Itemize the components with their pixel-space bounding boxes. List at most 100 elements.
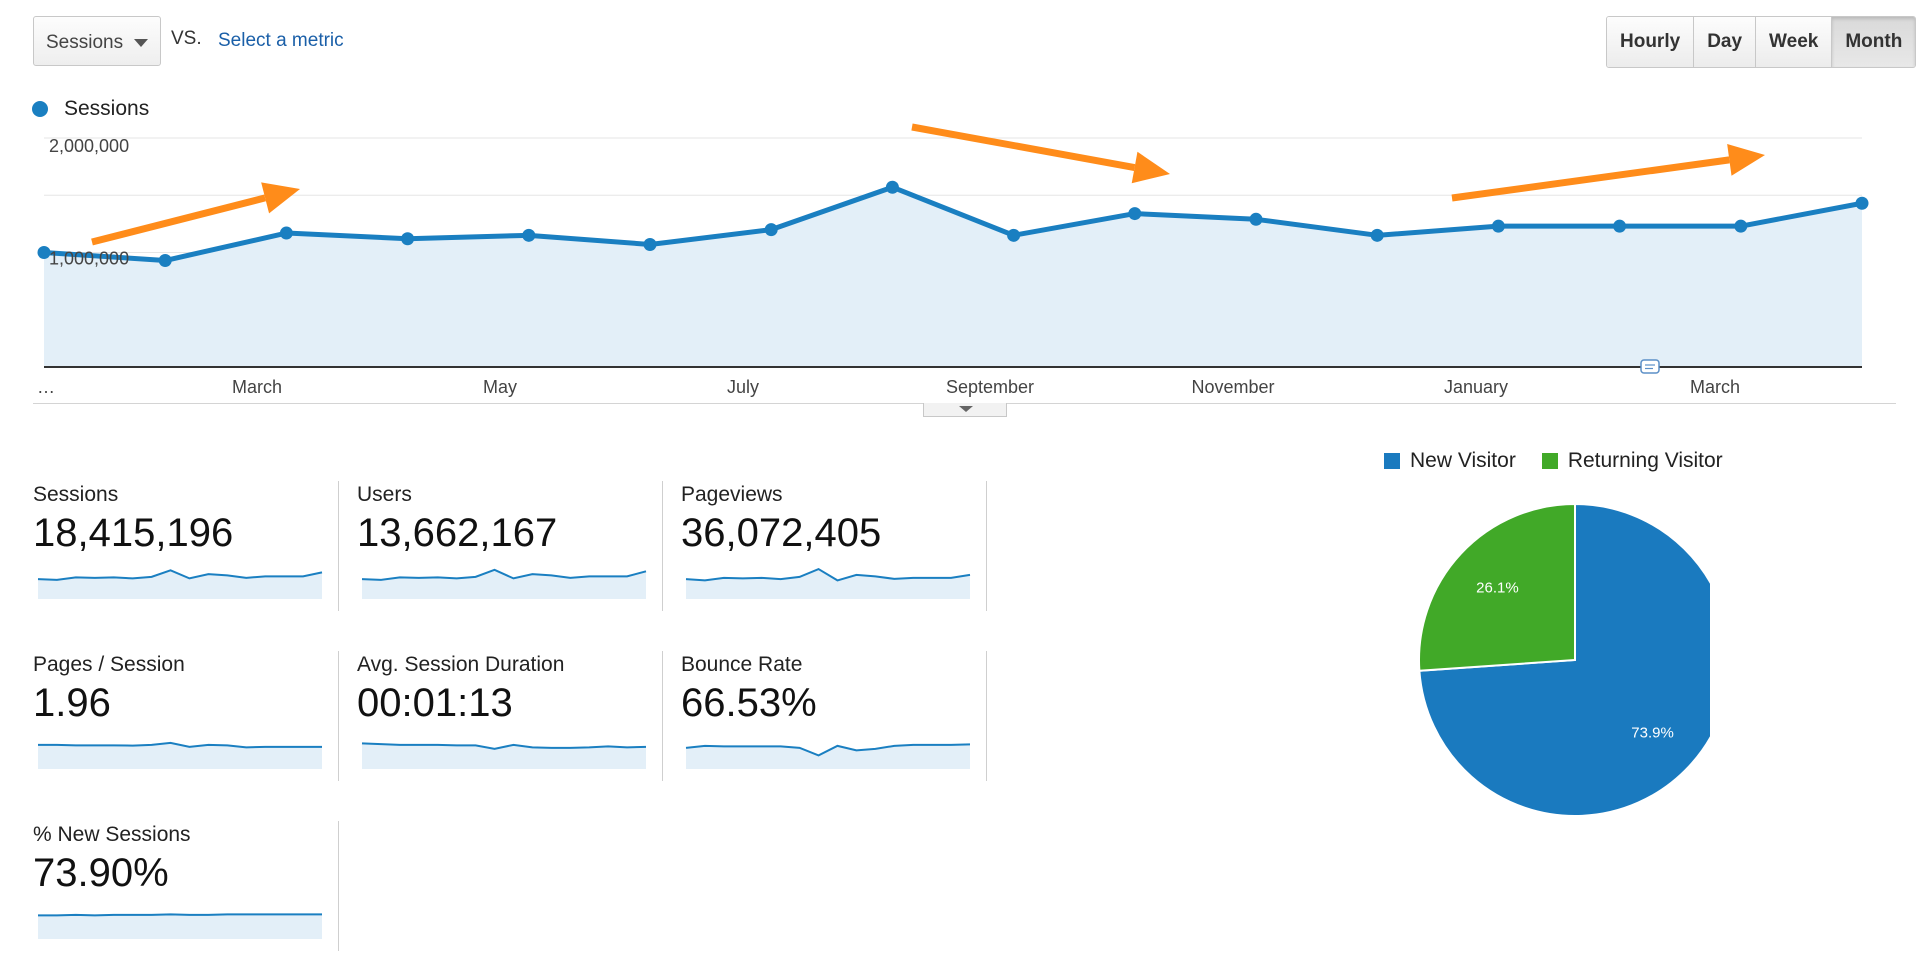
data-point[interactable] <box>643 237 657 251</box>
metric-label: % New Sessions <box>33 823 191 846</box>
legend-series-name: Sessions <box>64 97 150 120</box>
sparkline-area <box>686 744 970 769</box>
sessions-line-chart: 2,000,000 1,000,000 … March May July September… <box>37 123 1869 397</box>
metric-sparkline <box>361 568 647 599</box>
select-metric-link[interactable]: Select a metric <box>218 30 344 51</box>
metric-label: Pages / Session <box>33 653 185 676</box>
chevron-down-icon <box>134 39 148 47</box>
metric-value: 73.90% <box>33 851 169 895</box>
card-divider <box>986 651 987 781</box>
chart-collapse-handle[interactable] <box>923 403 1007 417</box>
data-point[interactable] <box>1613 219 1627 233</box>
returning-visitor-swatch <box>1541 453 1558 469</box>
annotation-icon[interactable] <box>1640 359 1660 374</box>
sparkline-area <box>38 742 322 769</box>
card-divider <box>986 481 987 611</box>
data-point[interactable] <box>401 232 415 246</box>
data-point[interactable] <box>1249 212 1263 226</box>
pie-slice-returning-visitor[interactable] <box>1418 502 1576 672</box>
series-dot-icon <box>32 101 48 117</box>
sessions-line <box>43 184 1863 264</box>
x-tick-label: January <box>1444 377 1508 397</box>
range-hourly-button[interactable]: Hourly <box>1607 17 1695 67</box>
metric-label: Users <box>357 483 412 506</box>
visitor-pie-chart: 73.9% 26.1% <box>1418 502 1710 817</box>
card-divider <box>662 651 663 781</box>
x-tick-label: March <box>1690 377 1740 397</box>
x-tick-label: … <box>37 377 55 397</box>
pie-slice-label: 26.1% <box>1476 580 1519 597</box>
data-point[interactable] <box>522 228 536 242</box>
pie-legend-label: Returning Visitor <box>1567 449 1723 472</box>
metric-value: 18,415,196 <box>33 511 234 555</box>
sparkline-area <box>686 569 970 599</box>
sparkline-line <box>685 567 971 582</box>
x-tick-label: March <box>232 377 282 397</box>
range-week-button[interactable]: Week <box>1756 17 1833 67</box>
metric-sparkline <box>38 741 322 769</box>
card-divider <box>338 821 339 951</box>
data-point[interactable] <box>1855 196 1869 210</box>
data-point[interactable] <box>158 254 172 268</box>
pie-legend: New Visitor Returning Visitor <box>1384 449 1749 473</box>
vs-label: VS. <box>171 28 202 49</box>
orange-arrow-icon <box>91 182 300 246</box>
metric-value: 13,662,167 <box>357 511 558 555</box>
x-tick-label: July <box>727 377 759 397</box>
metric-card[interactable]: Pageviews 36,072,405 <box>681 483 991 613</box>
range-month-button[interactable]: Month <box>1832 17 1916 67</box>
metric-label: Pageviews <box>681 483 783 506</box>
new-visitor-swatch <box>1384 453 1400 469</box>
metric-sparkline <box>361 742 647 769</box>
x-tick-label: November <box>1191 377 1274 397</box>
data-point[interactable] <box>1491 219 1505 233</box>
metric-sparkline <box>685 567 971 599</box>
metric-select-label: Sessions <box>46 32 124 53</box>
metric-value: 00:01:13 <box>357 681 513 725</box>
sparkline-area <box>38 914 322 939</box>
data-point[interactable] <box>764 223 778 237</box>
pie-slice-new-visitor[interactable] <box>1418 502 1710 817</box>
time-range-group: Hourly Day Week Month <box>1606 16 1917 68</box>
x-tick-label: September <box>946 377 1034 397</box>
metric-label: Sessions <box>33 483 119 506</box>
x-tick-label: May <box>483 377 517 397</box>
data-point[interactable] <box>1007 228 1021 242</box>
data-point[interactable] <box>1734 219 1748 233</box>
sessions-area <box>44 187 1862 367</box>
metric-value: 36,072,405 <box>681 511 882 555</box>
sparkline-line <box>38 741 322 749</box>
card-divider <box>662 481 663 611</box>
card-divider <box>338 651 339 781</box>
metric-card[interactable]: Bounce Rate 66.53% <box>681 653 991 783</box>
y-tick-label: 2,000,000 <box>49 136 129 156</box>
sparkline-line <box>38 913 322 917</box>
data-point[interactable] <box>279 226 293 240</box>
pie-legend-returning-visitor: Returning Visitor <box>1541 449 1723 473</box>
sparkline-area <box>38 570 322 599</box>
metric-label: Avg. Session Duration <box>357 653 565 676</box>
metric-card[interactable]: % New Sessions 73.90% <box>33 823 343 953</box>
pie-slice-label: 73.9% <box>1631 724 1674 741</box>
data-point[interactable] <box>885 180 899 194</box>
metric-card[interactable]: Users 13,662,167 <box>357 483 667 613</box>
sparkline-line <box>361 568 647 581</box>
metric-sparkline <box>37 569 323 599</box>
metric-card[interactable]: Avg. Session Duration 00:01:13 <box>357 653 667 783</box>
metric-select[interactable]: Sessions <box>33 16 161 66</box>
sparkline-area <box>362 569 646 599</box>
metric-card[interactable]: Sessions 18,415,196 <box>33 483 343 613</box>
sparkline-line <box>685 743 971 757</box>
metric-card[interactable]: Pages / Session 1.96 <box>33 653 343 783</box>
data-point[interactable] <box>1370 228 1384 242</box>
data-point[interactable] <box>37 246 51 259</box>
y-tick-label: 1,000,000 <box>49 249 129 269</box>
orange-arrow-icon <box>1451 144 1765 202</box>
metric-value: 1.96 <box>33 681 111 725</box>
card-divider <box>338 481 339 611</box>
data-point[interactable] <box>1128 207 1142 221</box>
range-day-button[interactable]: Day <box>1694 17 1757 67</box>
pie-legend-label: New Visitor <box>1410 449 1516 472</box>
sparkline-line <box>37 569 323 581</box>
metric-sparkline <box>38 913 322 939</box>
